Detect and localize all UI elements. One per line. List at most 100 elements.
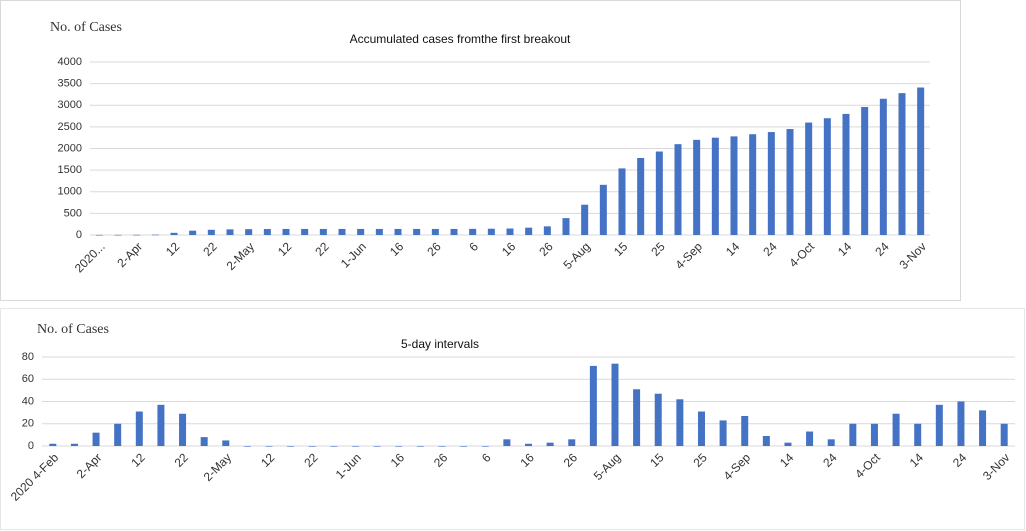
bar: [413, 228, 421, 235]
bar: [308, 446, 316, 447]
bar: [654, 393, 662, 446]
x-tick-label: 5-Aug: [560, 239, 593, 272]
x-tick-label: 15: [611, 239, 631, 259]
x-tick-label: 16: [499, 239, 519, 259]
bar: [170, 232, 178, 235]
bar: [431, 228, 439, 235]
bar: [879, 98, 887, 235]
bar: [416, 446, 424, 447]
bar: [568, 439, 576, 446]
bar: [287, 446, 295, 447]
x-tick-label: 4-Oct: [786, 239, 817, 270]
bar: [655, 151, 663, 235]
bar: [450, 228, 458, 235]
bar: [70, 443, 78, 446]
x-tick-label: 3-Nov: [980, 450, 1013, 483]
y-tick-label: 60: [22, 373, 34, 385]
x-tick-label: 3-Nov: [896, 239, 929, 272]
bar: [979, 410, 987, 446]
x-tick-label: 24: [950, 450, 970, 470]
x-tick-label: 25: [648, 239, 668, 259]
bar: [935, 404, 943, 446]
bar: [263, 229, 271, 235]
bar: [1000, 423, 1008, 446]
x-tick-label: 12: [128, 450, 148, 470]
x-tick-label: 2-May: [224, 239, 257, 272]
bar: [898, 93, 906, 235]
bar: [49, 443, 57, 446]
y-tick-label: 3500: [58, 78, 82, 90]
bar: [95, 234, 103, 236]
x-tick-label: 2020 4-Feb: [8, 450, 62, 504]
y-axis-label: No. of Cases: [50, 20, 122, 35]
bar: [562, 218, 570, 235]
bar: [581, 204, 589, 235]
x-tick-label: 2-May: [201, 450, 234, 483]
bar: [395, 446, 403, 447]
bar: [957, 401, 965, 446]
bar: [697, 411, 705, 446]
bar: [693, 139, 701, 235]
bar: [338, 228, 346, 235]
bar: [157, 404, 165, 446]
bar: [870, 423, 878, 446]
x-tick-label: 6: [466, 239, 481, 254]
x-tick-label: 14: [777, 450, 797, 470]
bar: [914, 423, 922, 446]
y-tick-label: 500: [64, 207, 82, 219]
x-tick-label: 2020...: [72, 239, 108, 275]
y-tick-label: 1000: [58, 186, 82, 198]
y-tick-label: 4000: [58, 56, 82, 68]
bar: [179, 413, 187, 446]
bar: [805, 122, 813, 235]
y-tick-label: 20: [22, 418, 34, 430]
bar: [114, 234, 122, 236]
y-tick-label: 2000: [58, 142, 82, 154]
bar: [762, 435, 770, 446]
bar: [633, 389, 641, 446]
x-tick-label: 5-Aug: [591, 450, 624, 483]
x-tick-label: 16: [518, 450, 538, 470]
bar: [506, 228, 514, 235]
bar: [849, 423, 857, 446]
bar: [719, 420, 727, 446]
bar: [741, 415, 749, 446]
bar: [618, 168, 626, 235]
bar: [525, 443, 532, 446]
bar: [827, 439, 835, 446]
bar: [892, 413, 900, 446]
title-background: [337, 30, 584, 49]
y-tick-label: 2500: [58, 121, 82, 133]
x-tick-label: 14: [835, 239, 855, 259]
bar: [784, 442, 792, 446]
y-axis-label: No. of Cases: [37, 322, 109, 337]
bar: [730, 136, 738, 235]
bar: [611, 363, 619, 446]
bar: [711, 137, 719, 235]
y-tick-label: 80: [22, 351, 34, 363]
bar: [546, 442, 554, 446]
x-tick-label: 6: [479, 450, 494, 465]
x-tick-label: 24: [820, 450, 840, 470]
x-tick-label: 12: [163, 239, 183, 259]
bar: [222, 440, 230, 446]
x-tick-label: 24: [760, 239, 780, 259]
bar: [243, 446, 251, 447]
bar: [823, 118, 831, 235]
chart-title: 5-day intervals: [401, 337, 479, 351]
x-tick-label: 14: [723, 239, 743, 259]
x-tick-label: 1-Jun: [338, 239, 369, 270]
bar: [301, 228, 309, 235]
bar: [189, 230, 197, 235]
bar: [487, 228, 495, 235]
bar: [114, 423, 122, 446]
x-tick-label: 12: [275, 239, 295, 259]
bar: [481, 446, 489, 447]
x-tick-label: 25: [690, 450, 710, 470]
bar: [357, 228, 365, 235]
x-tick-label: 2-Apr: [114, 239, 145, 270]
bar: [676, 399, 684, 446]
y-tick-label: 1500: [58, 164, 82, 176]
bottom-panel: [0, 308, 1025, 530]
